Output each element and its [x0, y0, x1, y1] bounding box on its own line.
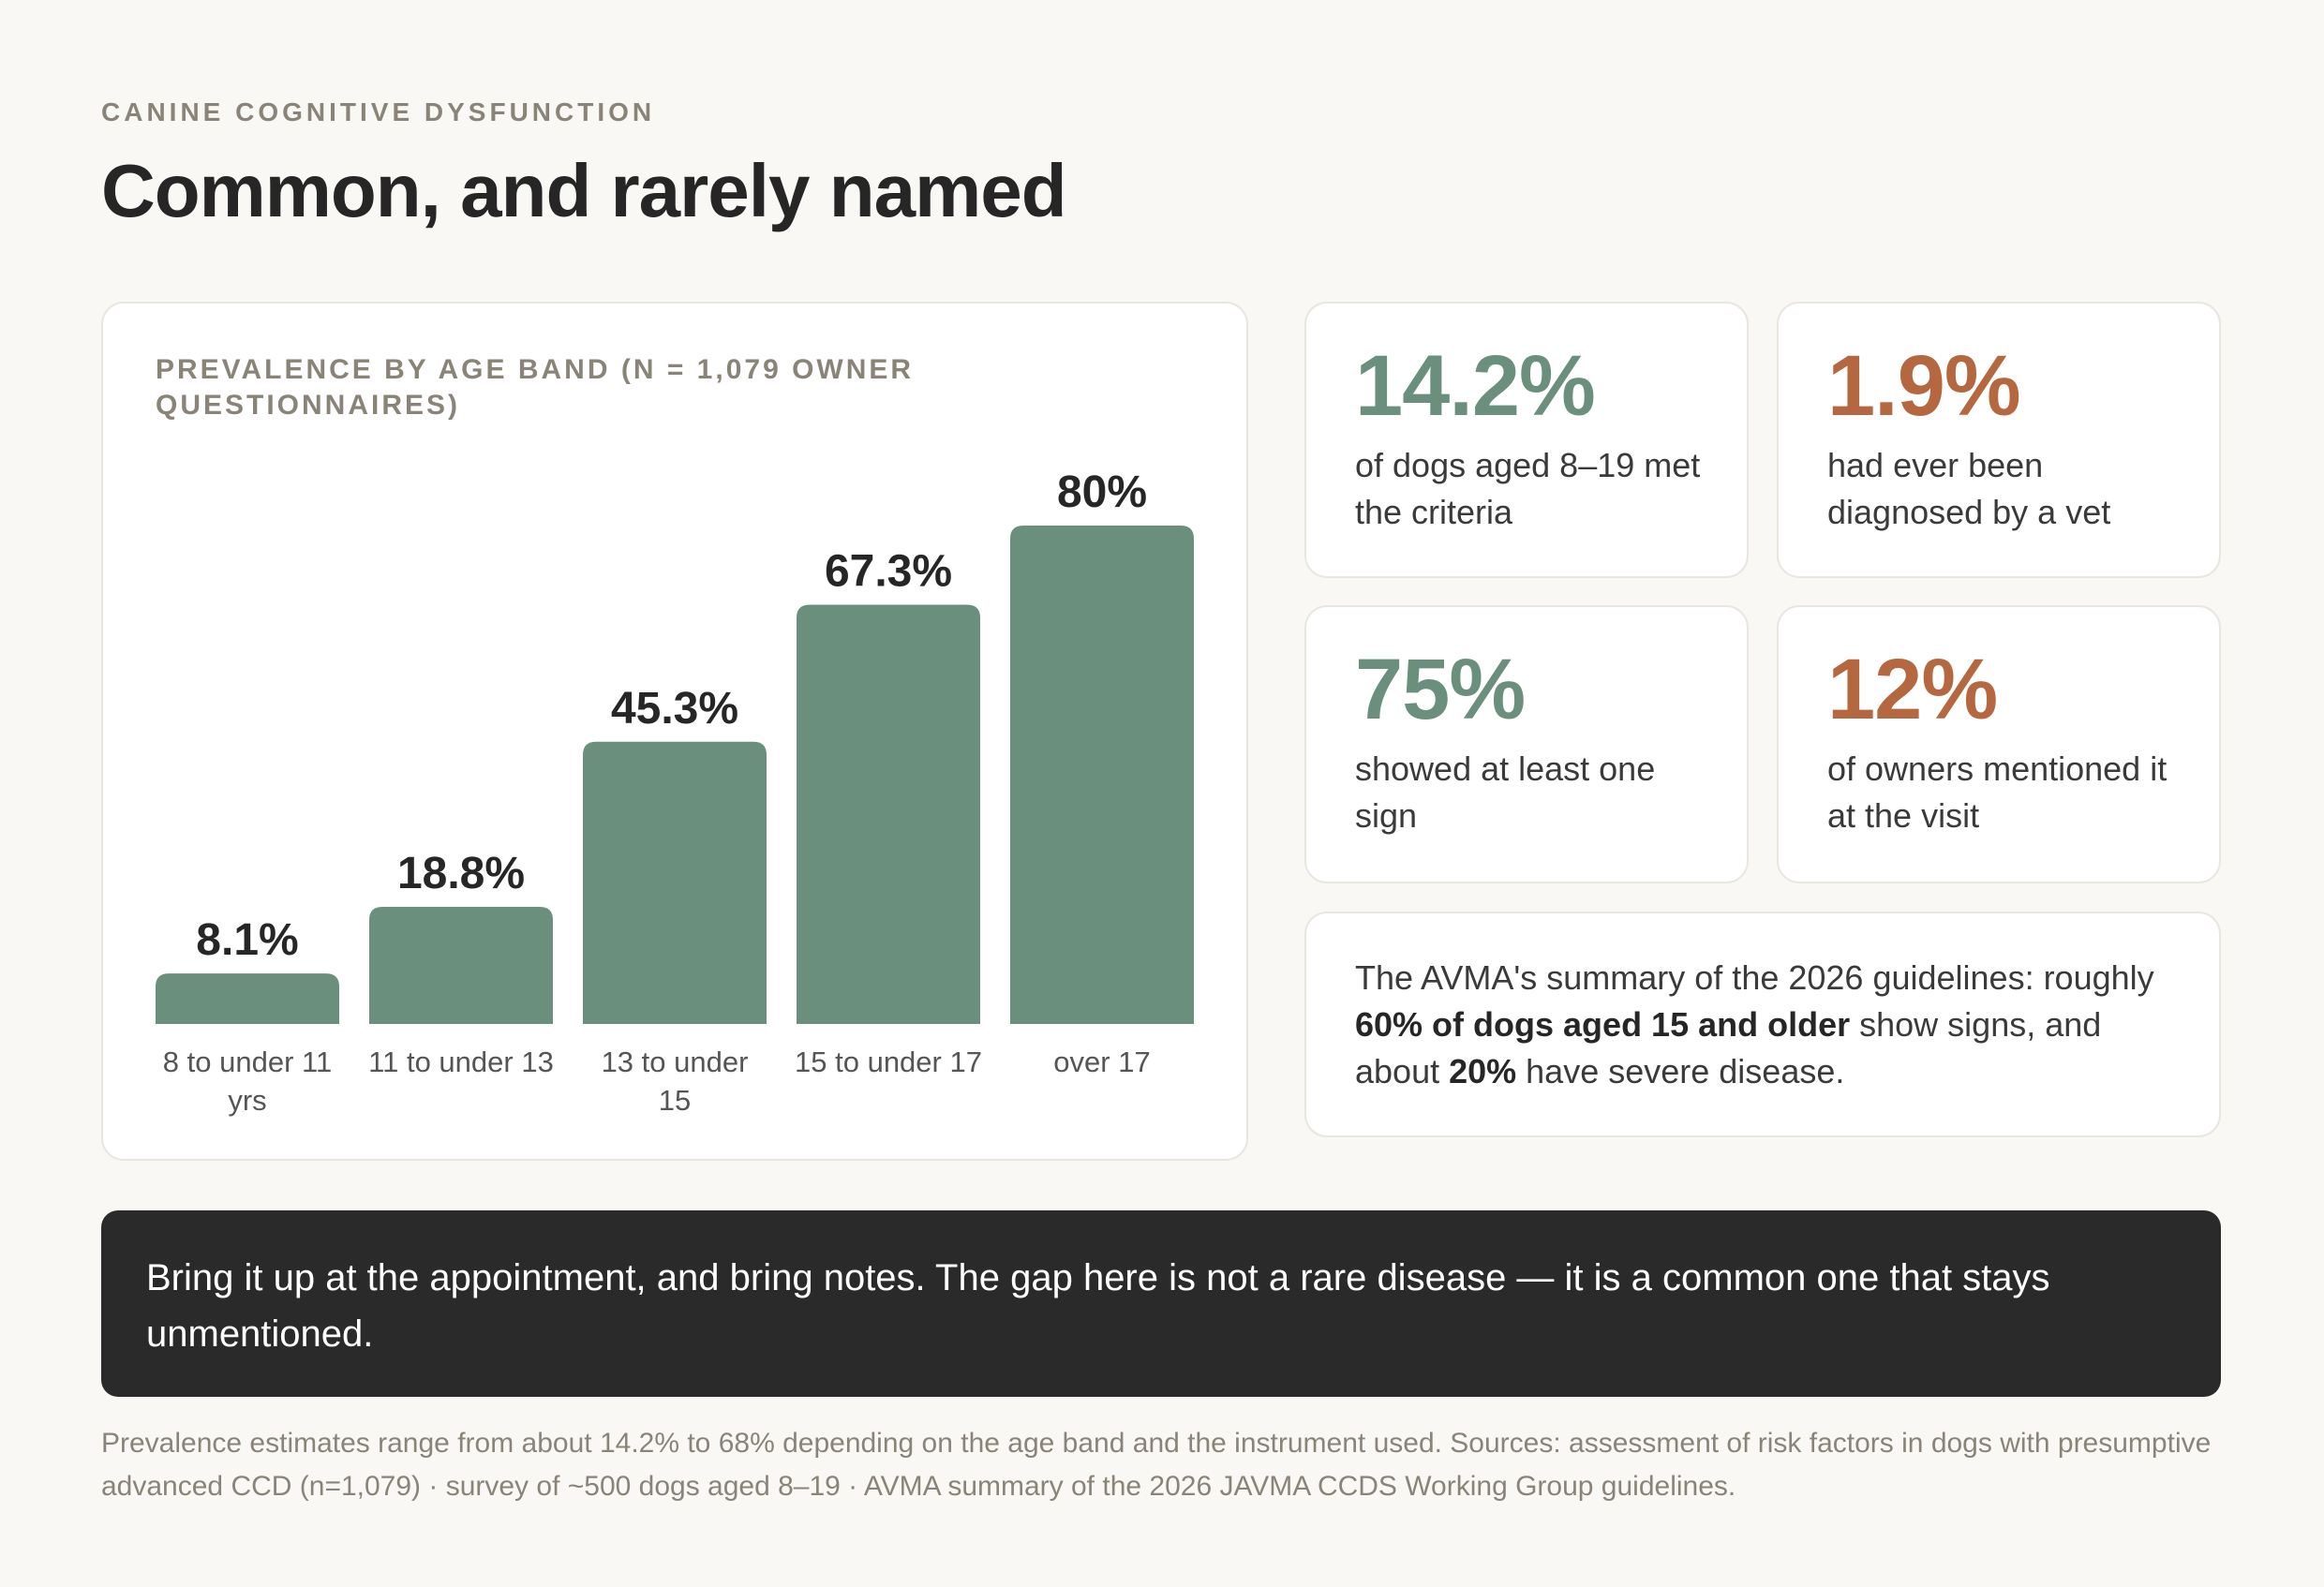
stat-value: 75% [1355, 642, 1526, 737]
x-tick-label: 11 to under 13 [368, 1046, 554, 1078]
bar-value-label: 80% [1057, 467, 1147, 517]
x-tick-label: 15 to under 17 [795, 1046, 982, 1078]
summary-part: have severe disease. [1516, 1052, 1845, 1090]
stat-card-criteria: 14.2% of dogs aged 8–19 met the criteria [1304, 302, 1749, 578]
chart-bar [156, 973, 339, 1024]
stat-value: 14.2% [1355, 338, 1596, 434]
summary-text: The AVMA's summary of the 2026 guideline… [1355, 955, 2180, 1095]
bar-value-label: 18.8% [397, 849, 525, 898]
callout-text: Bring it up at the appointment, and brin… [146, 1257, 2050, 1355]
x-tick-label: 8 to under 11 yrs [163, 1046, 332, 1117]
stat-card-signs: 75% showed at least one sign [1304, 605, 1749, 883]
chart-bar [583, 741, 767, 1024]
footnote: Prevalence estimates range from about 14… [101, 1428, 2212, 1502]
x-tick-label: 13 to under 15 [602, 1046, 749, 1117]
callout-banner: Bring it up at the appointment, and brin… [101, 1210, 2221, 1397]
summary-card: The AVMA's summary of the 2026 guideline… [1304, 912, 2221, 1137]
page-title: Common, and rarely named [101, 149, 1067, 232]
bar-chart: 8.1% 8 to under 11 yrs 18.8% 11 to under 13 4… [156, 467, 1194, 1117]
eyebrow-label: CANINE COGNITIVE DYSFUNCTION [101, 97, 656, 126]
summary-part: show signs, and about [1355, 1005, 2102, 1090]
chart-title: PREVALENCE BY AGE BAND (N = 1,079 OWNER … [156, 354, 915, 421]
stat-description: showed at least one sign [1355, 749, 1656, 835]
stat-value: 12% [1827, 642, 1998, 737]
x-tick-label: over 17 [1053, 1046, 1150, 1078]
bar-value-label: 8.1% [196, 915, 298, 965]
stat-card-mentioned: 12% of owners mentioned it at the visit [1777, 605, 2221, 883]
summary-bold: 20% [1449, 1052, 1517, 1090]
chart-bar [369, 906, 553, 1024]
stat-value: 1.9% [1827, 338, 2021, 434]
stat-description: of dogs aged 8–19 met the criteria [1355, 446, 1701, 531]
stat-description: of owners mentioned it at the visit [1827, 749, 2168, 835]
chart-card: PREVALENCE BY AGE BAND (N = 1,079 OWNER … [101, 302, 1248, 1161]
summary-bold: 60% of dogs aged 15 and older [1355, 1005, 1851, 1044]
chart-bar [797, 604, 980, 1024]
summary-part: The AVMA's summary of the 2026 guideline… [1355, 958, 2154, 997]
stat-description: had ever been diagnosed by a vet [1827, 446, 2111, 531]
stat-card-diagnosed: 1.9% had ever been diagnosed by a vet [1777, 302, 2221, 578]
chart-bar [1010, 526, 1194, 1024]
bar-value-label: 67.3% [825, 546, 952, 596]
bar-value-label: 45.3% [611, 684, 738, 734]
